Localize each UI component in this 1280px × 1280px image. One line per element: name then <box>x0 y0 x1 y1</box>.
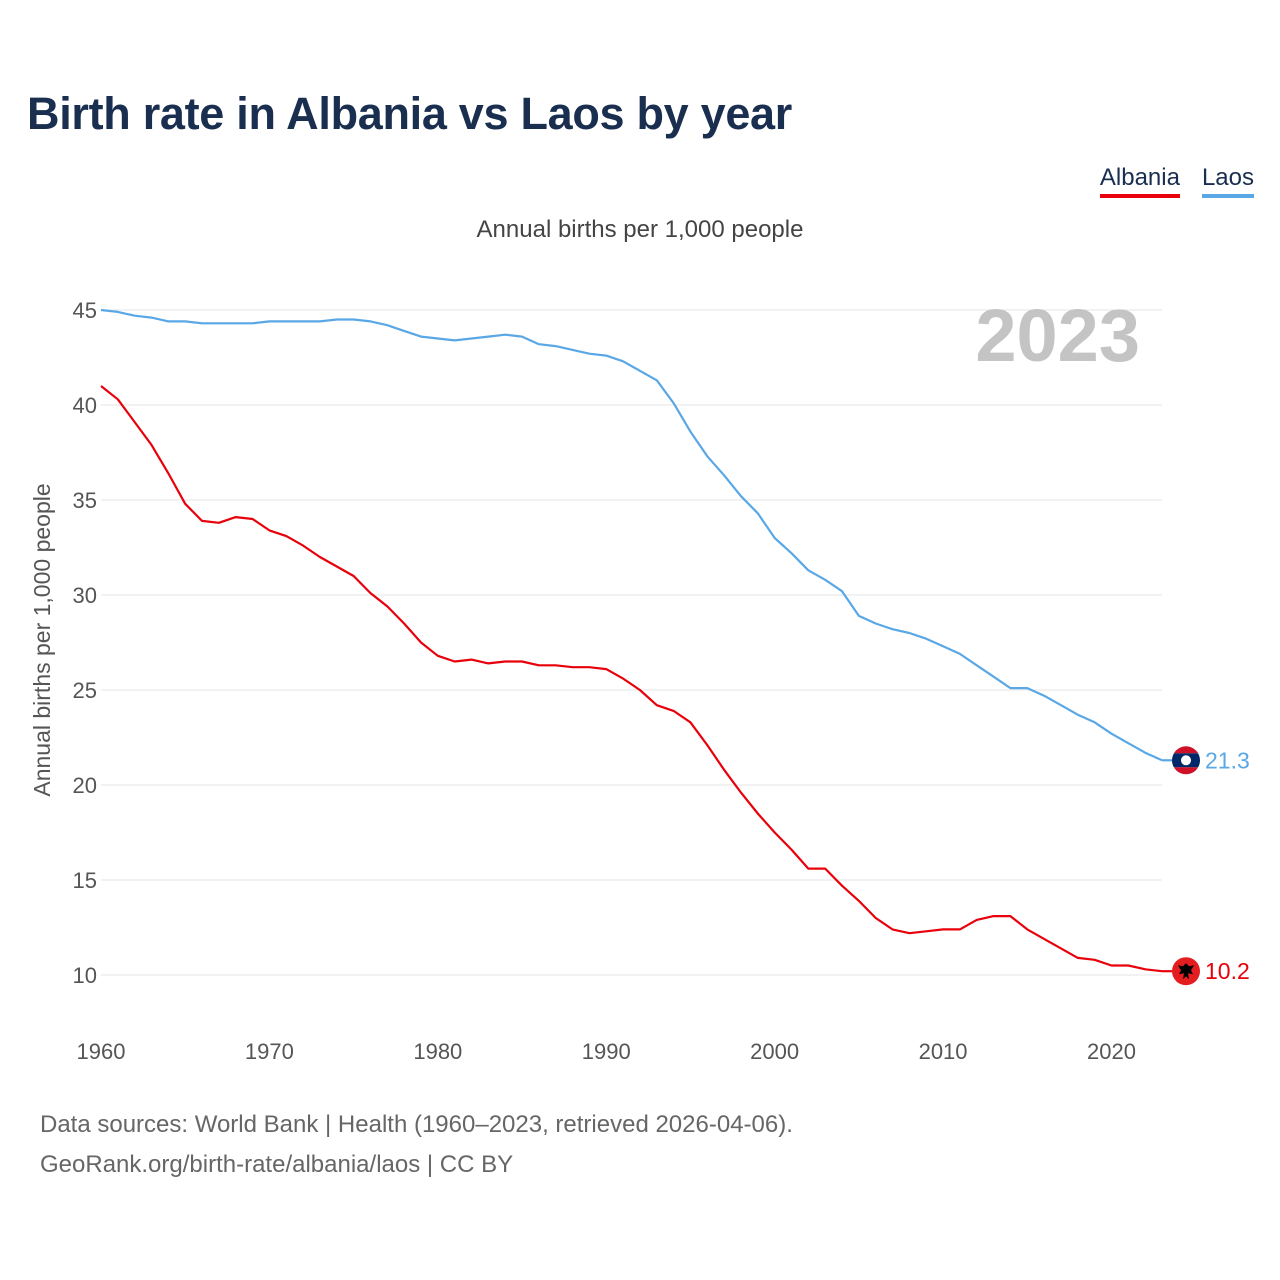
chart-subtitle: Annual births per 1,000 people <box>476 216 804 243</box>
y-axis-ticks: 10 15 20 25 30 35 40 45 <box>73 298 97 988</box>
y-axis-label: Annual births per 1,000 people <box>29 483 55 796</box>
albania-flag-icon <box>1172 957 1200 986</box>
legend-item-laos[interactable]: Laos <box>1201 164 1254 198</box>
y-tick-label: 25 <box>73 678 97 703</box>
y-tick-label: 20 <box>73 773 97 798</box>
line-chart: 10 15 20 25 30 35 40 45 1960 1970 1980 1990 2000 201… <box>29 294 1250 1064</box>
x-tick-label: 1970 <box>245 1039 294 1064</box>
x-tick-label: 2020 <box>1087 1039 1136 1064</box>
y-tick-label: 30 <box>73 583 97 608</box>
x-axis-ticks: 1960 1970 1980 1990 2000 2010 2020 <box>77 1039 1136 1064</box>
legend-item-albania[interactable]: Albania <box>1099 164 1180 198</box>
laos-end-value: 21.3 <box>1205 747 1250 773</box>
page-title: Birth rate in Albania vs Laos by year <box>27 88 792 139</box>
x-tick-label: 2000 <box>750 1039 799 1064</box>
x-tick-label: 1980 <box>413 1039 462 1064</box>
x-tick-label: 1960 <box>77 1039 126 1064</box>
x-tick-label: 2010 <box>919 1039 968 1064</box>
series-line-albania <box>100 385 1163 973</box>
grid-lines <box>101 309 1162 976</box>
y-tick-label: 15 <box>73 868 97 893</box>
albania-end-value: 10.2 <box>1205 958 1250 984</box>
y-tick-label: 45 <box>73 298 97 323</box>
legend: Albania Laos <box>1099 164 1254 198</box>
series-lines <box>100 308 1172 973</box>
footer-attribution[interactable]: GeoRank.org/birth-rate/albania/laos | CC… <box>40 1151 514 1178</box>
footer: Data sources: World Bank | Health (1960–… <box>40 1105 793 1185</box>
year-watermark: 2023 <box>975 294 1140 377</box>
series-line-laos <box>100 308 1163 762</box>
laos-flag-icon <box>1172 746 1200 775</box>
y-tick-label: 40 <box>73 393 97 418</box>
x-tick-label: 1990 <box>582 1039 631 1064</box>
y-tick-label: 10 <box>73 963 97 988</box>
footer-sources: Data sources: World Bank | Health (1960–… <box>40 1111 793 1138</box>
y-tick-label: 35 <box>73 488 97 513</box>
